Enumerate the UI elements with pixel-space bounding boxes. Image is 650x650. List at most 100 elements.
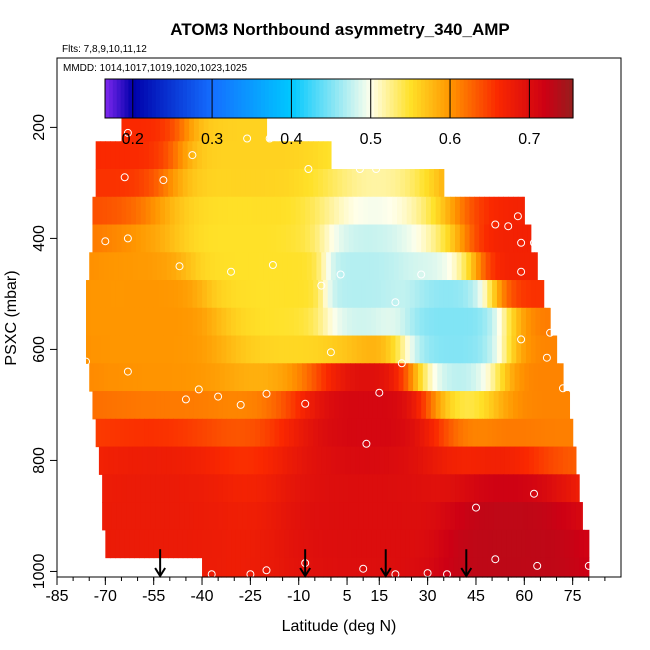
heatmap-cell (434, 280, 440, 309)
heatmap-cell (153, 529, 160, 559)
heatmap-cell (132, 446, 139, 475)
heatmap-cell (556, 474, 562, 503)
heatmap-cell (255, 418, 261, 448)
heatmap-cell (129, 141, 135, 170)
heatmap-cell (271, 502, 277, 531)
heatmap-cell (116, 391, 123, 420)
heatmap-cell (445, 391, 451, 420)
heatmap-cell (142, 446, 148, 475)
heatmap-cell (279, 529, 285, 559)
heatmap-cell (400, 335, 406, 364)
colorbar-segment (487, 79, 492, 118)
colorbar-segment (268, 79, 274, 118)
colorbar-segment (510, 79, 516, 118)
colorbar-tick-label: 0.5 (360, 131, 382, 148)
heatmap-cell (498, 196, 504, 226)
heatmap-cell (216, 141, 222, 170)
heatmap-cell (258, 446, 264, 475)
heatmap-cell (467, 335, 474, 364)
heatmap-cell (110, 418, 116, 448)
x-tick-label: 30 (419, 588, 437, 605)
heatmap-cell (176, 363, 182, 392)
heatmap-cell (152, 446, 158, 475)
colorbar-segment (389, 79, 395, 118)
heatmap-cell (144, 280, 150, 309)
heatmap-cell (255, 169, 261, 198)
heatmap-cell (164, 196, 171, 226)
heatmap-cell (227, 502, 234, 531)
heatmap-cell (279, 141, 285, 170)
heatmap-cell (332, 169, 338, 198)
dates-subtitle: MMDD: 1014,1017,1019,1020,1023,1025 (63, 63, 247, 74)
heatmap-cell (235, 141, 242, 170)
heatmap-cell (111, 224, 118, 253)
heatmap-cell (337, 418, 343, 448)
heatmap-cell (332, 529, 338, 559)
heatmap-cell (240, 557, 247, 578)
heatmap-cell (179, 196, 185, 226)
heatmap-cell (400, 557, 406, 578)
heatmap-cell (295, 474, 301, 503)
colorbar-segment (194, 79, 200, 118)
colorbar-segment (420, 79, 426, 118)
heatmap-cell (409, 418, 416, 448)
heatmap-cell (140, 224, 147, 253)
heatmap-cell (492, 335, 498, 364)
heatmap-cell (169, 224, 176, 253)
heatmap-cell (416, 391, 422, 420)
heatmap-cell (110, 280, 116, 309)
heatmap-cell (448, 335, 455, 364)
heatmap-cell (535, 335, 542, 364)
heatmap-cell (119, 280, 126, 309)
heatmap-cell (503, 474, 509, 503)
heatmap-cell (97, 196, 103, 226)
heatmap-cell (343, 474, 350, 503)
heatmap-cell (318, 141, 324, 170)
heatmap-cell (318, 307, 324, 337)
heatmap-cell (173, 169, 179, 198)
heatmap-cell (390, 418, 396, 448)
heatmap-cell (140, 196, 147, 226)
heatmap-cell (89, 363, 95, 392)
heatmap-cell (277, 363, 284, 392)
heatmap-cell (401, 474, 408, 503)
heatmap-cell (171, 446, 177, 475)
heatmap-cell (274, 141, 280, 170)
heatmap-cell (123, 363, 129, 392)
heatmap-cell (427, 363, 434, 392)
heatmap-cell (92, 224, 98, 253)
heatmap-cell (464, 474, 471, 503)
heatmap-cell (295, 224, 301, 253)
heatmap-cell (192, 529, 198, 559)
heatmap-cell (488, 224, 495, 253)
observation-point (472, 503, 480, 512)
heatmap-cell (350, 363, 356, 392)
heatmap-cell (393, 446, 400, 475)
colorbar-segment (565, 79, 570, 118)
heatmap-cell (400, 529, 406, 559)
heatmap-cell (222, 196, 229, 226)
heatmap-cell (390, 280, 396, 309)
heatmap-cell (208, 391, 214, 420)
heatmap-cell (287, 363, 293, 392)
heatmap-cell (342, 529, 348, 559)
heatmap-cell (532, 502, 538, 531)
heatmap-cell (158, 529, 164, 559)
heatmap-cell (214, 252, 221, 281)
heatmap-cell (309, 391, 316, 420)
heatmap-cell (135, 391, 142, 420)
heatmap-cell (522, 474, 529, 503)
heatmap-cell (115, 169, 121, 198)
heatmap-cell (482, 418, 488, 448)
heatmap-cell (437, 446, 443, 475)
heatmap-cell (335, 363, 342, 392)
heatmap-cell (290, 474, 297, 503)
heatmap-cell (322, 335, 329, 364)
heatmap-cell (250, 141, 256, 170)
heatmap-cell (379, 252, 385, 281)
heatmap-cell (115, 529, 121, 559)
heatmap-cell (150, 391, 156, 420)
heatmap-cell (210, 446, 216, 475)
heatmap-cell (472, 307, 479, 337)
